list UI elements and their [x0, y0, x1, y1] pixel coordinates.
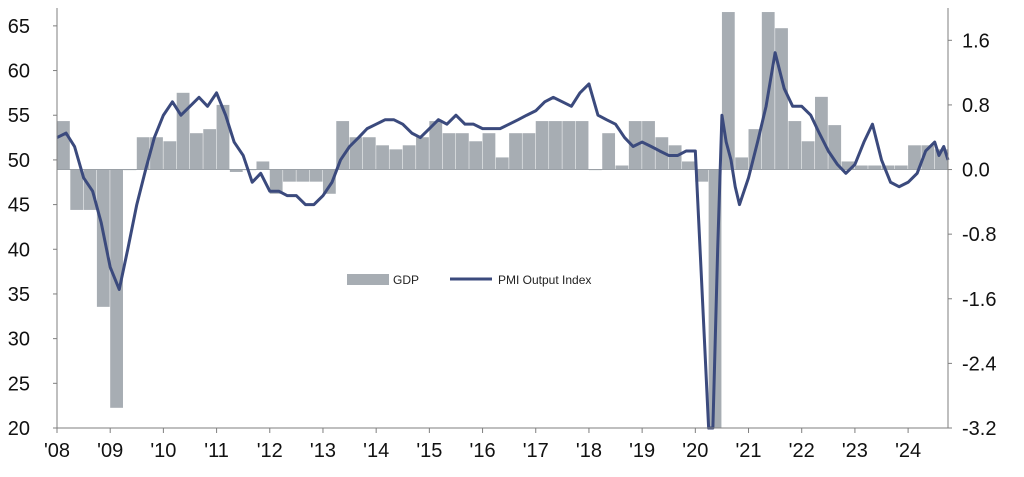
legend-gdp-swatch — [347, 274, 389, 285]
gdp-bar — [668, 145, 682, 170]
right-tick-label: -0.8 — [962, 224, 996, 246]
gdp-bar — [336, 121, 350, 170]
left-tick-label: 25 — [8, 373, 30, 395]
gdp-bar — [854, 165, 868, 170]
gdp-bar — [189, 133, 203, 170]
gdp-bar — [416, 137, 429, 170]
gdp-bar — [229, 169, 243, 172]
left-tick-label: 20 — [8, 418, 30, 440]
gdp-bar — [283, 169, 296, 182]
legend: GDP PMI Output Index — [347, 273, 591, 287]
gdp-bar — [362, 137, 376, 170]
gdp-bar — [549, 121, 562, 170]
gdp-bars — [57, 12, 948, 429]
gdp-bar — [894, 165, 908, 170]
left-tick-label: 60 — [8, 61, 30, 83]
x-tick-label: '21 — [735, 440, 761, 462]
right-tick-label: 0.8 — [962, 95, 990, 117]
gdp-bar — [881, 165, 895, 170]
gdp-bar — [442, 133, 456, 170]
left-tick-label: 30 — [8, 329, 30, 351]
gdp-bar — [908, 145, 921, 170]
x-tick-label: '08 — [44, 440, 70, 462]
x-tick-label: '18 — [576, 440, 602, 462]
gdp-bar — [216, 104, 230, 170]
gdp-bar — [269, 169, 283, 194]
gdp-bar — [482, 133, 496, 170]
left-y-axis-ticks: 20 25 30 35 40 45 50 55 60 65 — [8, 16, 57, 440]
gdp-bar — [429, 121, 443, 170]
x-tick-label: '22 — [789, 440, 815, 462]
gdp-bar — [682, 161, 695, 170]
right-tick-label: -1.6 — [962, 289, 996, 311]
gdp-bar — [402, 145, 416, 170]
x-tick-label: '23 — [842, 440, 868, 462]
left-tick-label: 65 — [8, 16, 30, 38]
left-tick-label: 40 — [8, 239, 30, 261]
x-tick-label: '17 — [523, 440, 549, 462]
x-tick-label: '12 — [257, 440, 283, 462]
left-tick-label: 50 — [8, 150, 30, 172]
gdp-bar — [455, 133, 469, 170]
x-tick-label: '24 — [895, 440, 921, 462]
x-tick-label: '09 — [97, 440, 123, 462]
x-tick-label: '16 — [470, 440, 496, 462]
gdp-bar — [176, 92, 190, 170]
gdp-bar — [70, 169, 84, 210]
gdp-bar — [163, 141, 177, 170]
gdp-bar — [841, 161, 855, 170]
gdp-bar — [535, 121, 549, 170]
gdp-bar — [815, 96, 828, 170]
gdp-bar — [495, 157, 509, 170]
right-tick-label: -3.2 — [962, 418, 996, 440]
gdp-bar — [509, 133, 522, 170]
right-tick-label: 1.6 — [962, 30, 990, 52]
x-tick-label: '15 — [416, 440, 442, 462]
gdp-bar — [309, 169, 323, 182]
gdp-bar — [575, 121, 589, 170]
gdp-bar — [57, 121, 70, 170]
x-tick-label: '10 — [150, 440, 176, 462]
gdp-bar — [562, 121, 576, 170]
gdp-bar — [203, 129, 217, 170]
gdp-bar — [868, 165, 882, 170]
legend-gdp-label: GDP — [393, 273, 419, 287]
gdp-bar — [828, 125, 842, 170]
gdp-bar — [110, 169, 123, 408]
x-axis-ticks: '08 '09 '10 '11 '12 '13 '14 '15 '16 '17 '18 '19 '20 '… — [44, 428, 921, 462]
x-tick-label: '14 — [363, 440, 389, 462]
legend-pmi-label: PMI Output Index — [498, 273, 591, 287]
gdp-bar — [695, 169, 709, 182]
right-tick-label: -2.4 — [962, 353, 996, 375]
x-tick-label: '20 — [682, 440, 708, 462]
left-tick-label: 35 — [8, 284, 30, 306]
gdp-bar — [801, 141, 815, 170]
x-tick-label: '11 — [204, 440, 229, 462]
gdp-bar — [615, 165, 629, 170]
gdp-bar — [775, 28, 788, 170]
pmi-output-index-line — [56, 51, 950, 430]
gdp-bar — [788, 121, 802, 170]
x-tick-label: '19 — [629, 440, 655, 462]
left-tick-label: 45 — [8, 195, 30, 217]
gdp-bar — [256, 161, 270, 170]
gdp-bar — [602, 133, 616, 170]
gdp-bar — [296, 169, 310, 182]
x-tick-label: '13 — [310, 440, 336, 462]
gdp-bar — [322, 169, 336, 194]
gdp-bar — [469, 141, 483, 170]
right-tick-label: 0.0 — [962, 160, 990, 182]
left-tick-label: 55 — [8, 105, 30, 127]
right-y-axis-ticks: -3.2 -2.4 -1.6 -0.8 0.0 0.8 1.6 — [948, 30, 996, 440]
axes — [56, 8, 949, 429]
gdp-bar — [522, 133, 536, 170]
gdp-bar — [735, 157, 749, 170]
gdp-bar — [376, 145, 389, 170]
gdp-bar — [389, 149, 403, 170]
